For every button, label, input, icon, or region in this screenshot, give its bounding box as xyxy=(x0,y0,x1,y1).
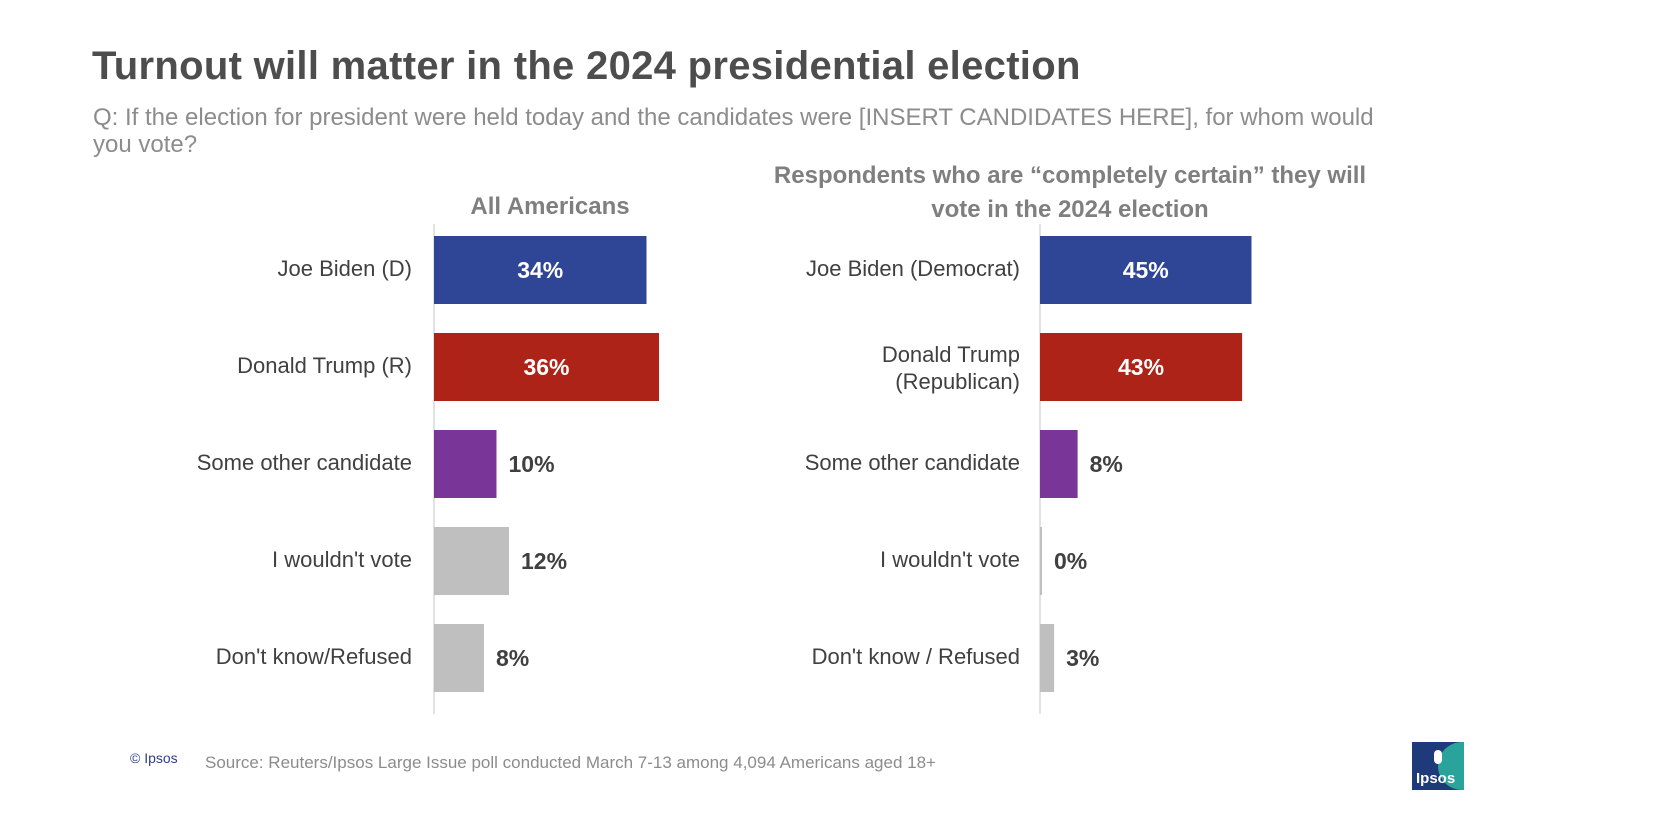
left-category-label: Donald Trump (R) xyxy=(237,353,412,378)
certain-voters-bar-chart: 45% Joe Biden (Democrat) 43% Donald Trump (R… xyxy=(805,224,1252,714)
right-panel-title: Respondents who are “completely certain”… xyxy=(773,162,1367,223)
left-bar xyxy=(434,430,497,498)
right-category-label: I wouldn't vote xyxy=(880,547,1020,572)
right-bar xyxy=(1040,624,1055,692)
right-value-label: 43% xyxy=(1118,354,1164,380)
right-value-label: 3% xyxy=(1066,645,1099,671)
right-bar xyxy=(1040,333,1243,401)
chart-title: Turnout will matter in the 2024 presiden… xyxy=(92,44,1081,88)
left-panel-title: All Americans xyxy=(470,193,630,220)
logo-text: Ipsos xyxy=(1416,770,1456,787)
logo-dot xyxy=(1434,750,1442,764)
source-note: Source: Reuters/Ipsos Large Issue poll c… xyxy=(205,753,936,772)
right-category-label: Donald Trump (Republican) xyxy=(882,342,1020,394)
left-value-label: 34% xyxy=(517,257,563,283)
left-value-label: 10% xyxy=(509,451,555,477)
left-category-label: Some other candidate xyxy=(197,450,412,475)
left-value-label: 8% xyxy=(496,645,529,671)
ipsos-logo: Ipsos xyxy=(1412,742,1464,790)
right-category-label: Some other candidate xyxy=(805,450,1020,475)
left-value-label: 12% xyxy=(521,548,567,574)
right-bar xyxy=(1040,527,1042,595)
right-value-label: 8% xyxy=(1090,451,1123,477)
question-text: Q: If the election for president were he… xyxy=(93,104,1374,158)
right-bar xyxy=(1040,236,1252,304)
left-bar xyxy=(434,236,647,304)
right-category-label: Don't know / Refused xyxy=(812,644,1020,669)
left-value-label: 36% xyxy=(523,354,569,380)
right-bar xyxy=(1040,430,1078,498)
right-value-label: 0% xyxy=(1054,548,1087,574)
right-category-label: Joe Biden (Democrat) xyxy=(806,256,1020,281)
left-bar xyxy=(434,527,509,595)
right-value-label: 45% xyxy=(1123,257,1169,283)
left-category-label: Don't know/Refused xyxy=(216,644,412,669)
left-bar xyxy=(434,333,659,401)
left-bar xyxy=(434,624,484,692)
left-category-label: Joe Biden (D) xyxy=(277,256,412,281)
left-category-label: I wouldn't vote xyxy=(272,547,412,572)
copyright-notice: © Ipsos xyxy=(130,750,178,766)
all-americans-bar-chart: 34% Joe Biden (D) 36% Donald Trump (R) 10% So… xyxy=(197,224,659,714)
